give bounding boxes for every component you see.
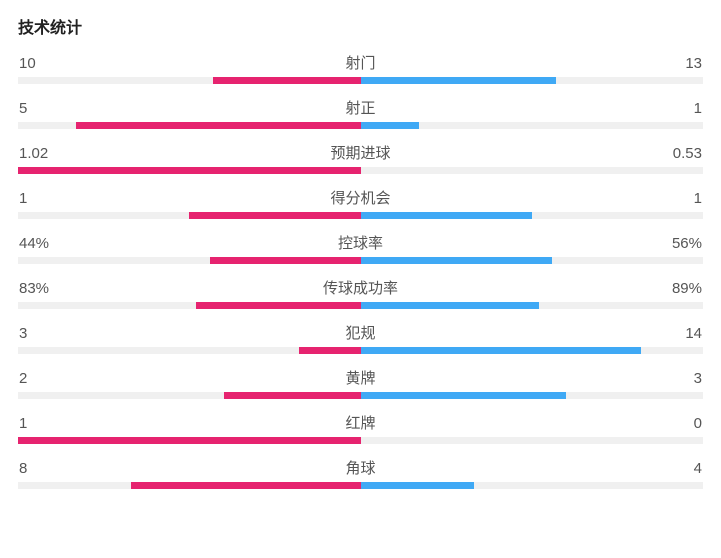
stat-right-value: 1	[662, 100, 702, 117]
stat-name: 黄牌	[59, 367, 662, 388]
stat-left-value: 5	[19, 100, 59, 117]
stat-bar-left	[213, 77, 360, 84]
stat-bar-left	[18, 437, 361, 444]
stat-left-value: 1	[19, 415, 59, 432]
stat-bar-track	[18, 212, 703, 219]
stat-name: 传球成功率	[59, 277, 662, 298]
stat-left-value: 3	[19, 325, 59, 342]
stat-row: 10射门13	[18, 52, 703, 84]
stat-right-value: 56%	[662, 235, 702, 252]
stat-right-value: 0	[662, 415, 702, 432]
stat-labels: 2黄牌3	[18, 367, 703, 388]
stat-right-value: 4	[662, 460, 702, 477]
stat-name: 得分机会	[59, 187, 662, 208]
stat-left-value: 1.02	[19, 145, 59, 162]
stat-right-value: 89%	[662, 280, 702, 297]
stat-name: 控球率	[59, 232, 662, 253]
stat-bar-left	[18, 167, 361, 174]
stat-row: 1.02预期进球0.53	[18, 142, 703, 174]
stat-right-value: 14	[662, 325, 702, 342]
stat-bar-right	[361, 122, 419, 129]
stat-name: 射正	[59, 97, 662, 118]
stat-right-value: 3	[662, 370, 702, 387]
stat-bar-track	[18, 347, 703, 354]
stat-bar-left	[76, 122, 360, 129]
stat-row: 83%传球成功率89%	[18, 277, 703, 309]
stat-bar-left	[299, 347, 361, 354]
stat-labels: 1.02预期进球0.53	[18, 142, 703, 163]
stat-right-value: 0.53	[662, 145, 702, 162]
stat-name: 犯规	[59, 322, 662, 343]
stat-bar-left	[210, 257, 361, 264]
stat-bar-right	[361, 347, 642, 354]
stat-labels: 5射正1	[18, 97, 703, 118]
stat-bar-right	[361, 482, 474, 489]
stat-row: 8角球4	[18, 457, 703, 489]
stat-name: 预期进球	[59, 142, 662, 163]
stat-right-value: 1	[662, 190, 702, 207]
stat-bar-track	[18, 77, 703, 84]
stat-bar-track	[18, 122, 703, 129]
stat-bar-right	[361, 212, 532, 219]
stat-left-value: 1	[19, 190, 59, 207]
stat-row: 2黄牌3	[18, 367, 703, 399]
stat-bar-track	[18, 167, 703, 174]
stat-bar-left	[196, 302, 360, 309]
stat-bar-right	[361, 302, 539, 309]
section-title: 技术统计	[18, 14, 703, 38]
stat-row: 5射正1	[18, 97, 703, 129]
stat-bar-track	[18, 257, 703, 264]
stat-name: 角球	[59, 457, 662, 478]
stat-labels: 83%传球成功率89%	[18, 277, 703, 298]
stat-row: 44%控球率56%	[18, 232, 703, 264]
stat-bar-right	[361, 257, 553, 264]
stat-bar-left	[189, 212, 360, 219]
stat-bar-right	[361, 392, 567, 399]
stat-bar-left	[131, 482, 360, 489]
stat-labels: 8角球4	[18, 457, 703, 478]
stat-labels: 3犯规14	[18, 322, 703, 343]
stat-bar-left	[224, 392, 361, 399]
stat-name: 红牌	[59, 412, 662, 433]
stat-row: 1红牌0	[18, 412, 703, 444]
stat-row: 3犯规14	[18, 322, 703, 354]
stat-bar-track	[18, 392, 703, 399]
stat-right-value: 13	[662, 55, 702, 72]
stat-labels: 1得分机会1	[18, 187, 703, 208]
stat-labels: 44%控球率56%	[18, 232, 703, 253]
stat-labels: 1红牌0	[18, 412, 703, 433]
stat-bar-track	[18, 437, 703, 444]
stat-bar-right	[361, 77, 556, 84]
stat-left-value: 2	[19, 370, 59, 387]
stat-left-value: 8	[19, 460, 59, 477]
stat-name: 射门	[59, 52, 662, 73]
stat-left-value: 83%	[19, 280, 59, 297]
stat-row: 1得分机会1	[18, 187, 703, 219]
stat-labels: 10射门13	[18, 52, 703, 73]
stat-bar-track	[18, 302, 703, 309]
stats-list: 10射门135射正11.02预期进球0.531得分机会144%控球率56%83%…	[18, 52, 703, 489]
stat-left-value: 44%	[19, 235, 59, 252]
stat-left-value: 10	[19, 55, 59, 72]
stat-bar-track	[18, 482, 703, 489]
